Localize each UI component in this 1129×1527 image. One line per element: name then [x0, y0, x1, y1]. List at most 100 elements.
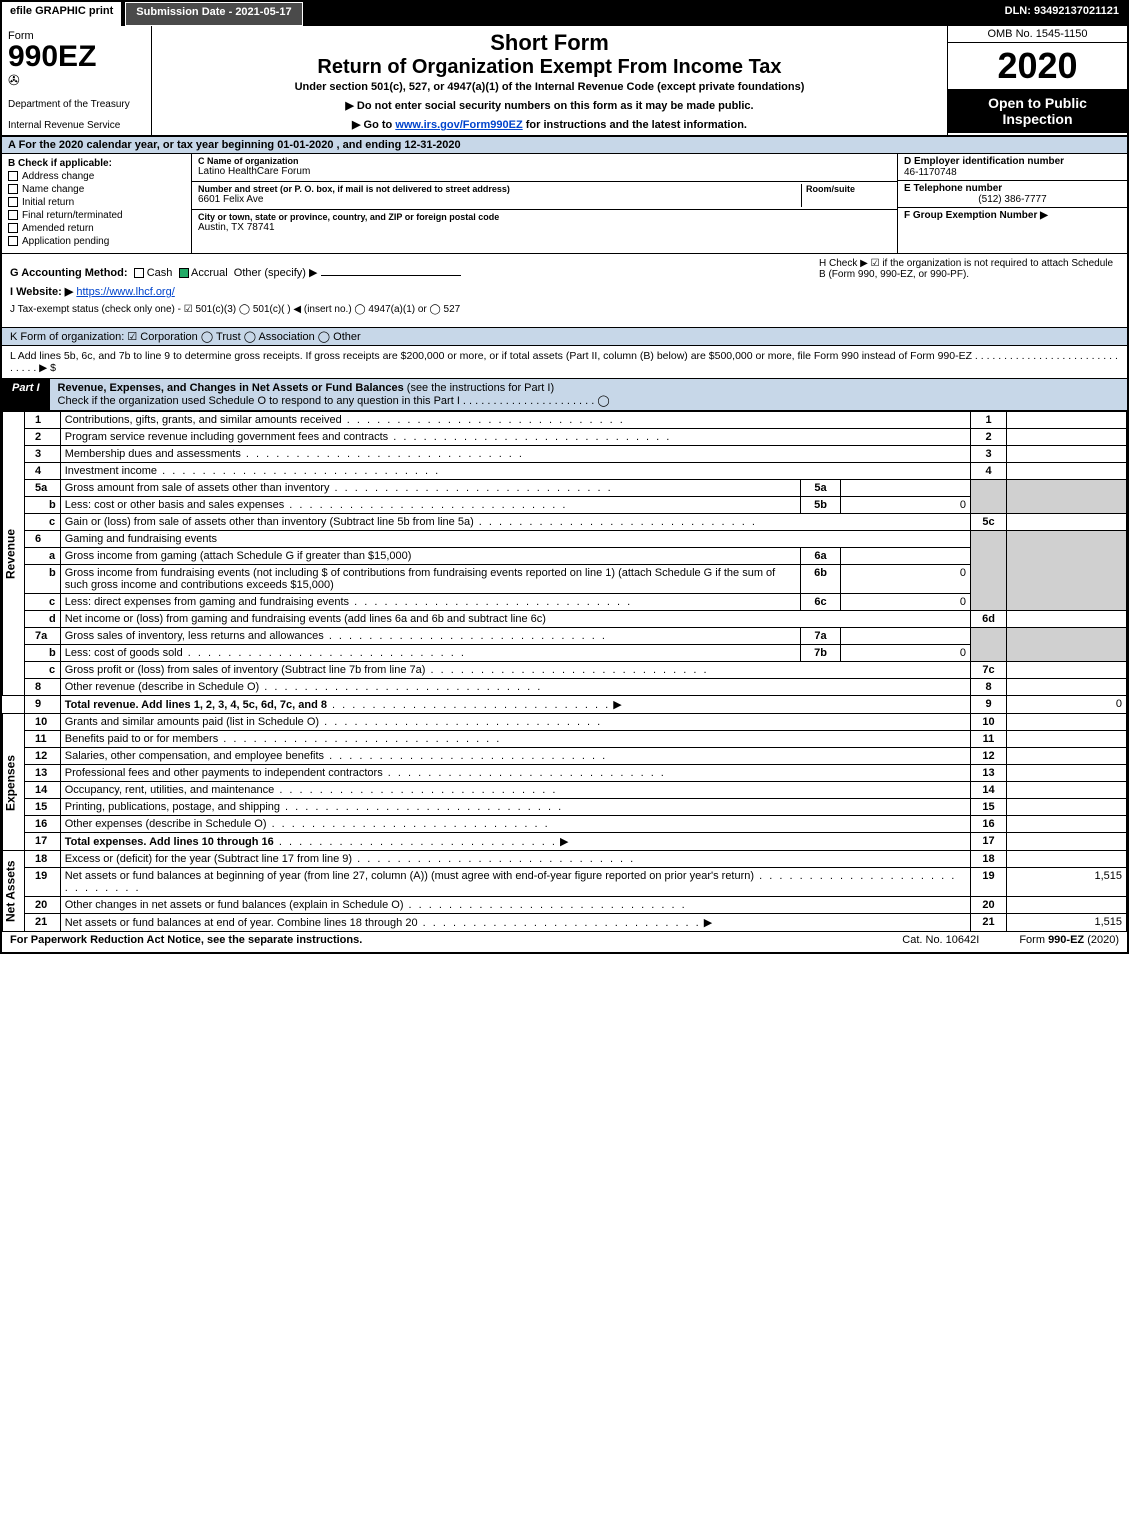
ln-15-desc: Printing, publications, postage, and shi… — [60, 799, 970, 816]
ln-5c-num: c — [25, 514, 61, 531]
ln-19-num: 19 — [25, 868, 61, 897]
table-row: Net Assets 18 Excess or (deficit) for th… — [3, 851, 1127, 868]
ln-15-num: 15 — [25, 799, 61, 816]
ln-7c-num: c — [25, 662, 61, 679]
ln-16-rval — [1007, 816, 1127, 833]
subtitle-1: Under section 501(c), 527, or 4947(a)(1)… — [160, 81, 939, 93]
g-label: G Accounting Method: — [10, 267, 128, 279]
chk-final-return[interactable] — [8, 210, 18, 220]
table-row: 9 Total revenue. Add lines 1, 2, 3, 4, 5… — [3, 696, 1127, 714]
ln-11-num: 11 — [25, 731, 61, 748]
ln-16-num: 16 — [25, 816, 61, 833]
ln-15-rval — [1007, 799, 1127, 816]
footer-center: Cat. No. 10642I — [902, 934, 979, 946]
ln-11-rval — [1007, 731, 1127, 748]
ln-3-rnum: 3 — [971, 446, 1007, 463]
ln-6d-rnum: 6d — [971, 611, 1007, 628]
ln-16-rnum: 16 — [971, 816, 1007, 833]
ln-5a-subnum: 5a — [801, 480, 841, 497]
website-link[interactable]: https://www.lhcf.org/ — [76, 286, 174, 298]
ln-10-rnum: 10 — [971, 714, 1007, 731]
i-label: I Website: ▶ — [10, 286, 73, 298]
ln-6c-subval: 0 — [841, 594, 971, 611]
ln-20-num: 20 — [25, 897, 61, 914]
ln-7a-subval — [841, 628, 971, 645]
chk-address-change[interactable] — [8, 171, 18, 181]
ln-2-rval — [1007, 429, 1127, 446]
ln-2-rnum: 2 — [971, 429, 1007, 446]
ln-9-desc: Total revenue. Add lines 1, 2, 3, 4, 5c,… — [60, 696, 970, 714]
short-form-title: Short Form — [160, 30, 939, 56]
ln-6b-subnum: 6b — [801, 565, 841, 594]
irs-label: Internal Revenue Service — [8, 120, 145, 131]
ln-7c-rnum: 7c — [971, 662, 1007, 679]
ln-6a-subval — [841, 548, 971, 565]
instructions-link[interactable]: www.irs.gov/Form990EZ — [395, 119, 522, 131]
ln-5a-subval — [841, 480, 971, 497]
efile-print-button[interactable]: efile GRAPHIC print — [2, 2, 121, 26]
ln-8-num: 8 — [25, 679, 61, 696]
shade-6 — [971, 531, 1007, 611]
ln-5b-subval: 0 — [841, 497, 971, 514]
ln-5c-rnum: 5c — [971, 514, 1007, 531]
col-d-e-f: D Employer identification number 46-1170… — [897, 154, 1127, 253]
ln-5a-desc: Gross amount from sale of assets other t… — [60, 480, 800, 497]
ln-2-desc: Program service revenue including govern… — [60, 429, 970, 446]
page-footer: For Paperwork Reduction Act Notice, see … — [2, 932, 1127, 952]
submission-date: Submission Date - 2021-05-17 — [125, 2, 302, 26]
part-1-tag: Part I — [2, 379, 50, 410]
table-row: 12 Salaries, other compensation, and emp… — [3, 748, 1127, 765]
table-row: 15 Printing, publications, postage, and … — [3, 799, 1127, 816]
header-left: Form 990EZ ✇ Department of the Treasury … — [2, 26, 152, 135]
side-net-assets: Net Assets — [3, 851, 25, 932]
ln-9-rval: 0 — [1007, 696, 1127, 714]
table-row: 19 Net assets or fund balances at beginn… — [3, 868, 1127, 897]
chk-cash[interactable] — [134, 268, 144, 278]
tel-value: (512) 386-7777 — [904, 194, 1121, 205]
line-k: K Form of organization: ☑ Corporation ◯ … — [2, 328, 1127, 346]
g-cash: Cash — [147, 267, 173, 279]
ln-14-rnum: 14 — [971, 782, 1007, 799]
chk-initial-return[interactable] — [8, 197, 18, 207]
header-right: OMB No. 1545-1150 2020 Open to Public In… — [947, 26, 1127, 135]
col-c-org: C Name of organization Latino HealthCare… — [192, 154, 897, 253]
open-to-public: Open to Public Inspection — [948, 89, 1127, 133]
main-table: Revenue 1 Contributions, gifts, grants, … — [2, 411, 1127, 932]
table-row: 2 Program service revenue including gove… — [3, 429, 1127, 446]
chk-accrual[interactable] — [179, 268, 189, 278]
ln-14-num: 14 — [25, 782, 61, 799]
lbl-initial-return: Initial return — [22, 197, 74, 208]
room-label: Room/suite — [806, 184, 891, 194]
ln-6-num: 6 — [25, 531, 61, 548]
chk-application-pending[interactable] — [8, 236, 18, 246]
ln-4-num: 4 — [25, 463, 61, 480]
lbl-name-change: Name change — [22, 184, 84, 195]
ln-18-desc: Excess or (deficit) for the year (Subtra… — [60, 851, 970, 868]
line-i: I Website: ▶ https://www.lhcf.org/ — [10, 285, 1119, 298]
ln-10-rval — [1007, 714, 1127, 731]
ln-19-rval: 1,515 — [1007, 868, 1127, 897]
ln-7a-subnum: 7a — [801, 628, 841, 645]
ln-3-rval — [1007, 446, 1127, 463]
table-row: c Gain or (loss) from sale of assets oth… — [3, 514, 1127, 531]
form-number: 990EZ — [8, 42, 145, 72]
table-row: Expenses 10 Grants and similar amounts p… — [3, 714, 1127, 731]
ln-4-desc: Investment income — [60, 463, 970, 480]
ln-7b-num: b — [25, 645, 61, 662]
ln-6b-subval: 0 — [841, 565, 971, 594]
chk-amended-return[interactable] — [8, 223, 18, 233]
ln-11-rnum: 11 — [971, 731, 1007, 748]
table-row: 21 Net assets or fund balances at end of… — [3, 914, 1127, 932]
g-accrual: Accrual — [191, 267, 228, 279]
g-other-input[interactable] — [321, 275, 461, 276]
chk-name-change[interactable] — [8, 184, 18, 194]
ln-19-desc: Net assets or fund balances at beginning… — [60, 868, 970, 897]
ln-20-desc: Other changes in net assets or fund bala… — [60, 897, 970, 914]
ln-7b-subnum: 7b — [801, 645, 841, 662]
table-row: b Less: cost of goods sold 7b 0 — [3, 645, 1127, 662]
sub3-post: for instructions and the latest informat… — [523, 119, 747, 131]
ln-6a-num: a — [25, 548, 61, 565]
table-row: 8 Other revenue (describe in Schedule O)… — [3, 679, 1127, 696]
lbl-application-pending: Application pending — [22, 236, 109, 247]
ln-21-rval: 1,515 — [1007, 914, 1127, 932]
